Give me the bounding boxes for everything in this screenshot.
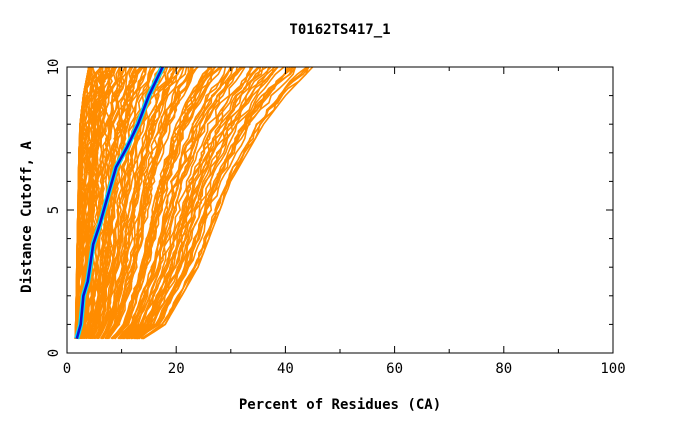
background-model-line (90, 66, 144, 340)
background-model-line (106, 66, 194, 340)
background-model-line (113, 66, 216, 340)
y-axis-label: Distance Cutoff, A (19, 141, 35, 293)
y-axis-ticks: 0 5 10 (46, 59, 613, 357)
x-axis-label: Percent of Residues (CA) (239, 397, 441, 413)
x-tick-label: 40 (277, 361, 294, 377)
background-model-line (114, 66, 223, 340)
x-tick-label: 80 (495, 361, 512, 377)
background-model-line (135, 66, 295, 340)
series-line (75, 66, 164, 340)
x-tick-label: 60 (386, 361, 403, 377)
background-model-line (93, 66, 157, 340)
background-model-line (82, 66, 118, 339)
background-model-line (121, 66, 243, 340)
background-model-line (120, 66, 238, 340)
y-tick-label: 10 (46, 59, 62, 76)
background-model-lines (74, 66, 314, 340)
background-model-line (104, 66, 190, 340)
background-model-line (118, 66, 235, 340)
x-axis-ticks: 0 20 40 60 80 100 (63, 67, 626, 377)
y-tick-label: 0 (46, 349, 62, 357)
background-model-line (140, 66, 308, 340)
background-model-line (92, 66, 147, 339)
background-model-line (101, 66, 182, 340)
background-model-line (108, 66, 199, 340)
background-model-line (117, 66, 227, 340)
series-layer (74, 65, 165, 340)
background-model-line (131, 66, 276, 340)
plot-frame (66, 66, 614, 354)
background-model-line (133, 66, 279, 340)
background-model-line (122, 66, 246, 340)
background-model-line (81, 66, 115, 340)
background-model-line (74, 66, 94, 339)
x-tick-label: 20 (168, 361, 185, 377)
chart-title: T0162TS417_1 (289, 22, 390, 38)
background-model-line (84, 66, 127, 340)
background-model-line (125, 66, 253, 340)
background-model-line (97, 66, 166, 340)
background-model-line (83, 66, 117, 339)
x-tick-label: 100 (600, 361, 625, 377)
background-model-line (75, 66, 96, 339)
background-model-line (142, 66, 314, 340)
background-model-line (100, 66, 175, 340)
y-tick-label: 5 (46, 206, 62, 214)
background-model-line (104, 66, 185, 340)
background-model-line (76, 66, 102, 339)
x-tick-label: 0 (63, 361, 71, 377)
background-model-line (127, 66, 259, 340)
background-model-line (137, 66, 297, 340)
